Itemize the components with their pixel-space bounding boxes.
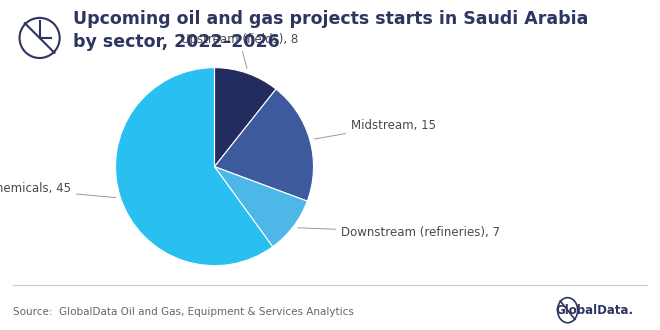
Wedge shape: [115, 68, 273, 266]
Text: Midstream, 15: Midstream, 15: [315, 118, 436, 139]
Text: Upcoming oil and gas projects starts in Saudi Arabia
by sector, 2022–2026: Upcoming oil and gas projects starts in …: [73, 10, 588, 51]
Wedge shape: [214, 68, 276, 167]
Text: Upstream (fields), 8: Upstream (fields), 8: [181, 33, 298, 69]
Text: GlobalData.: GlobalData.: [556, 304, 634, 317]
Text: Downstream (refineries), 7: Downstream (refineries), 7: [298, 226, 500, 239]
Text: Petrochemicals, 45: Petrochemicals, 45: [0, 182, 115, 198]
Wedge shape: [214, 167, 308, 247]
Text: Source:  GlobalData Oil and Gas, Equipment & Services Analytics: Source: GlobalData Oil and Gas, Equipmen…: [13, 307, 354, 317]
Wedge shape: [214, 89, 314, 201]
